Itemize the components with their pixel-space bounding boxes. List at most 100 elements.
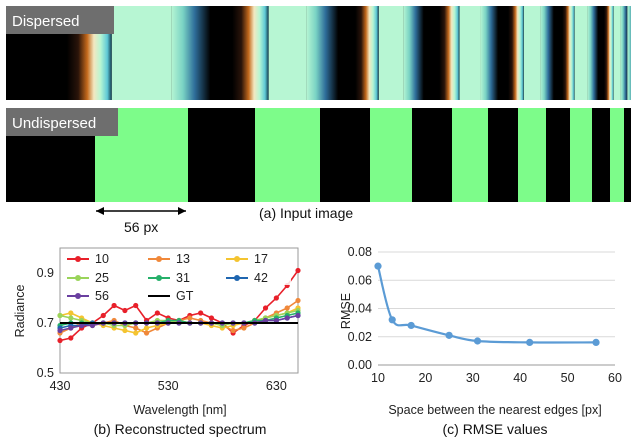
dispersed-band xyxy=(378,6,404,100)
rmse-point xyxy=(407,321,415,330)
undispersed-strip: Undispersed xyxy=(6,108,631,202)
scale-label: 56 px xyxy=(124,219,158,235)
rmse-xlabel: Space between the nearest edges [px] xyxy=(388,403,601,417)
rmse-ytick: 0.00 xyxy=(348,358,372,372)
rmse-point xyxy=(592,338,600,346)
spectrum-point xyxy=(208,315,215,321)
undispersed-label: Undispersed xyxy=(12,115,96,132)
legend-label-13: 13 xyxy=(176,252,190,266)
undispersed-band xyxy=(610,108,624,202)
dispersed-strip: Dispersed xyxy=(6,6,637,100)
spectrum-point xyxy=(68,335,74,341)
rmse-ticks: 0.00 0.02 0.04 0.06 0.08 10 20 30 40 50 60 xyxy=(348,245,622,385)
rmse-xtick: 10 xyxy=(371,371,385,385)
dispersed-edge-in xyxy=(604,6,614,100)
spectrum-point xyxy=(68,325,74,331)
rmse-xtick: 60 xyxy=(608,371,622,385)
dispersed-edge-in xyxy=(355,6,379,100)
spectrum-point xyxy=(133,302,139,309)
legend-label-56: 56 xyxy=(95,289,109,303)
spectrum-point xyxy=(295,312,301,319)
dispersed-band xyxy=(574,6,588,100)
caption-a: (a) Input image xyxy=(259,205,353,221)
spectrum-point xyxy=(198,310,204,316)
spectrum-ylabel: Radiance xyxy=(13,285,27,338)
spectrum-point xyxy=(241,325,247,331)
dispersed-edge-out xyxy=(171,6,211,100)
rmse-point xyxy=(526,338,534,346)
legend-label-GT: GT xyxy=(176,289,194,303)
spectrum-point xyxy=(133,330,139,336)
dispersed-edge-out xyxy=(480,6,499,100)
spectrum-point xyxy=(100,312,106,319)
spectrum-point xyxy=(122,327,128,334)
dispersed-label-bg xyxy=(6,6,114,34)
undispersed-label-bg xyxy=(6,108,118,136)
spectrum-point xyxy=(295,267,301,274)
rmse-grid xyxy=(378,251,615,366)
dispersed-edge-out xyxy=(403,6,424,100)
dispersed-band xyxy=(613,6,621,100)
spectrum-xtick: 530 xyxy=(158,379,179,393)
spectrum-point xyxy=(57,312,63,319)
dispersed-label: Dispersed xyxy=(12,13,80,30)
rmse-ytick: 0.04 xyxy=(348,302,372,316)
rmse-ytick: 0.08 xyxy=(348,245,372,259)
rmse-series xyxy=(374,262,600,346)
undispersed-band xyxy=(452,108,488,202)
dispersed-band xyxy=(523,6,541,100)
caption-b: (b) Reconstructed spectrum xyxy=(94,421,267,437)
dispersed-edge-out xyxy=(540,6,554,100)
spectrum-chart: 430 530 630 0.5 0.7 0.9 10 13 17 25 31 42 56 GT Wave… xyxy=(13,247,301,437)
dispersed-band xyxy=(459,6,481,100)
spectrum-point xyxy=(262,305,269,311)
rmse-xtick: 20 xyxy=(418,371,432,385)
undispersed-band xyxy=(570,108,592,202)
spectrum-point xyxy=(273,317,279,324)
dispersed-edge-in xyxy=(562,6,575,100)
spectrum-legend: 10 13 17 25 31 42 56 GT xyxy=(64,252,291,303)
spectrum-point xyxy=(122,307,128,314)
spectrum-point xyxy=(79,322,85,329)
spectrum-point xyxy=(154,310,160,316)
spectrum-ticks: 430 530 630 0.5 0.7 0.9 xyxy=(37,266,287,393)
legend-label-17: 17 xyxy=(254,252,268,266)
legend-label-31: 31 xyxy=(176,271,190,285)
rmse-curve xyxy=(376,265,597,344)
rmse-ylabel: RMSE xyxy=(339,293,353,329)
spectrum-point xyxy=(284,305,290,311)
spectrum-lines xyxy=(57,267,301,344)
rmse-xtick: 50 xyxy=(561,371,575,385)
rmse-point xyxy=(374,262,382,270)
dispersed-band xyxy=(268,6,307,100)
dispersed-edge-in xyxy=(439,6,460,100)
spectrum-xtick: 630 xyxy=(266,379,287,393)
undispersed-band xyxy=(255,108,320,202)
spectrum-point xyxy=(187,315,193,321)
rmse-point xyxy=(473,337,482,345)
spectrum-ytick: 0.5 xyxy=(37,366,54,380)
spectrum-ytick: 0.7 xyxy=(37,316,54,330)
spectrum-point xyxy=(57,327,63,334)
undispersed-band xyxy=(370,108,412,202)
spectrum-point xyxy=(68,310,74,316)
spectrum-point xyxy=(295,297,301,304)
spectrum-point xyxy=(57,337,63,344)
spectrum-plot-frame xyxy=(59,247,299,374)
spectrum-point xyxy=(262,317,269,324)
legend-label-25: 25 xyxy=(95,271,109,285)
spectrum-point xyxy=(230,327,236,334)
dispersed-edge-in xyxy=(508,6,524,100)
spectrum-point xyxy=(273,295,279,301)
spectrum-point xyxy=(284,315,290,321)
rmse-point xyxy=(388,316,396,324)
dispersed-edge-in xyxy=(232,6,269,100)
spectrum-point xyxy=(143,325,150,331)
dispersed-edge-out xyxy=(620,6,629,100)
dispersed-band xyxy=(111,6,172,100)
rmse-xtick: 30 xyxy=(466,371,480,385)
spectrum-ytick: 0.9 xyxy=(37,266,54,280)
spectrum-point xyxy=(143,330,150,336)
undispersed-band xyxy=(518,108,546,202)
